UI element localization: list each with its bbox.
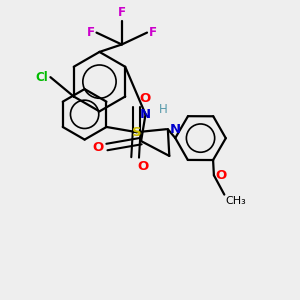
Text: O: O xyxy=(92,140,103,154)
Text: S: S xyxy=(132,126,141,139)
Text: N: N xyxy=(170,123,181,136)
Text: O: O xyxy=(139,92,150,105)
Text: O: O xyxy=(215,169,226,182)
Text: CH₃: CH₃ xyxy=(226,196,247,206)
Text: N: N xyxy=(140,108,151,121)
Text: H: H xyxy=(159,103,168,116)
Text: Cl: Cl xyxy=(35,71,48,84)
Text: F: F xyxy=(118,6,126,19)
Text: O: O xyxy=(137,160,149,173)
Text: F: F xyxy=(148,26,157,39)
Text: F: F xyxy=(87,26,95,39)
